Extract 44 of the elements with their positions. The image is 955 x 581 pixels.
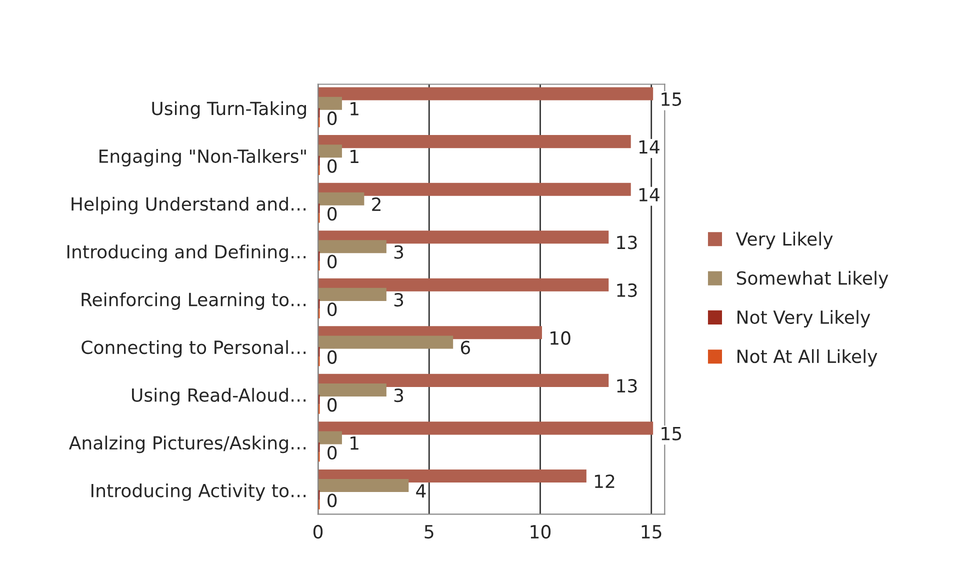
data-label: 13 xyxy=(617,378,637,393)
y-tick-label: Reinforcing Learning to… xyxy=(82,292,306,310)
data-label: 1 xyxy=(350,150,358,164)
x-tick-label: 0 xyxy=(313,524,323,539)
data-label: 6 xyxy=(460,340,470,354)
y-tick-label: Engaging "Non-Talkers" xyxy=(100,149,306,167)
x-tick-label: 10 xyxy=(530,524,551,539)
data-label: 14 xyxy=(639,140,660,154)
legend-label: Very Likely xyxy=(736,232,833,250)
data-label: 3 xyxy=(394,388,404,402)
data-label: 13 xyxy=(617,283,637,298)
data-label: 15 xyxy=(662,92,682,106)
data-label: 12 xyxy=(594,474,614,488)
data-label: 2 xyxy=(372,197,380,211)
data-label: 4 xyxy=(416,484,426,498)
legend-label: Not Very Likely xyxy=(738,310,870,328)
data-label: 0 xyxy=(328,111,337,126)
data-label: 3 xyxy=(394,245,404,259)
data-label: 0 xyxy=(328,398,337,412)
legend-label: Not At All Likely xyxy=(738,349,878,367)
y-tick-label: Introducing and Defining… xyxy=(67,244,306,262)
y-tick-label: Connecting to Personal… xyxy=(82,340,306,358)
data-label: 13 xyxy=(617,236,637,250)
data-label: 0 xyxy=(328,254,337,268)
data-label: 0 xyxy=(328,206,337,221)
data-label: 3 xyxy=(394,292,404,307)
data-label: 10 xyxy=(550,331,570,345)
data-label: 0 xyxy=(328,302,337,316)
y-tick-label: Introducing Activity to… xyxy=(92,483,306,501)
x-tick-label: 5 xyxy=(424,525,434,539)
legend-label: Somewhat Likely xyxy=(736,270,888,288)
data-label: 1 xyxy=(350,436,358,450)
y-tick-label: Helping Understand and… xyxy=(72,196,306,214)
data-label: 15 xyxy=(662,426,682,440)
y-tick-label: Using Turn-Taking xyxy=(152,101,306,119)
data-label: 1 xyxy=(350,102,358,116)
data-label: 0 xyxy=(328,494,337,508)
y-tick-label: Using Read-Aloud… xyxy=(132,388,306,406)
x-tick-label: 15 xyxy=(642,525,662,539)
data-label: 0 xyxy=(328,446,337,460)
data-label: 0 xyxy=(328,159,337,173)
data-label: 14 xyxy=(639,188,660,202)
data-label: 0 xyxy=(328,350,337,364)
y-tick-label: Analzing Pictures/Asking… xyxy=(68,436,306,454)
